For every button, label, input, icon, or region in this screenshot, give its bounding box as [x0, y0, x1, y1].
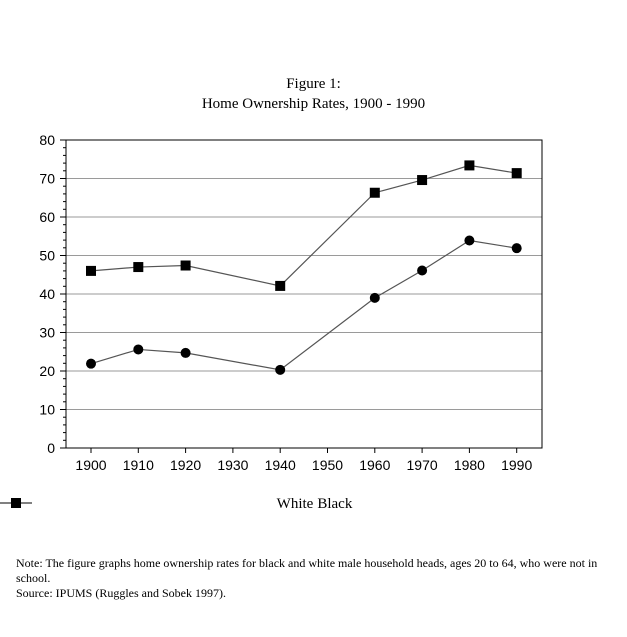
series-line-black: [90, 239, 517, 371]
data-point-black: [369, 292, 380, 303]
data-point-white: [464, 160, 475, 171]
data-point-black: [180, 347, 191, 358]
legend-black-label: Black: [317, 496, 353, 512]
note-text: Note: The figure graphs home ownership r…: [16, 556, 598, 585]
x-tick-label: 1910: [123, 457, 154, 473]
x-tick-label: 1900: [75, 457, 106, 473]
data-point-white: [133, 262, 144, 273]
chart-title: Home Ownership Rates, 1900 - 1990: [201, 96, 426, 112]
y-tick-label: 10: [39, 402, 55, 418]
figure-notes: Note: The figure graphs home ownership r…: [16, 556, 616, 601]
x-tick-label: 1950: [312, 457, 343, 473]
y-tick-label: 30: [39, 325, 55, 341]
x-tick-label: 1990: [501, 457, 532, 473]
y-tick-label: 40: [39, 286, 55, 302]
y-tick-label: 0: [47, 440, 55, 456]
data-point-white: [511, 168, 522, 179]
x-tick-label: 1940: [265, 457, 296, 473]
data-point-black: [86, 358, 96, 369]
data-point-black: [133, 344, 144, 355]
data-point-white: [180, 260, 191, 271]
x-tick-label: 1980: [454, 457, 485, 473]
data-point-black: [417, 265, 428, 276]
y-tick-label: 80: [39, 132, 55, 148]
y-tick-label: 50: [39, 248, 55, 264]
data-point-white: [275, 280, 286, 291]
data-point-white: [369, 187, 380, 198]
x-tick-label: 1960: [359, 457, 390, 473]
x-tick-label: 1970: [407, 457, 438, 473]
series-line-white: [90, 164, 517, 287]
source-text: Source: IPUMS (Ruggles and Sobek 1997).: [16, 586, 226, 600]
plot-border: [65, 139, 543, 449]
legend-black-swatch: [0, 498, 32, 508]
x-tick-label: 1930: [217, 457, 248, 473]
legend: White Black: [0, 496, 627, 513]
data-point-black: [464, 235, 475, 246]
data-point-white: [417, 175, 428, 186]
y-tick-label: 20: [39, 363, 55, 379]
x-tick-label: 1920: [170, 457, 201, 473]
y-tick-label: 70: [39, 171, 55, 187]
y-tick-label: 60: [39, 209, 55, 225]
legend-white-label: White: [276, 496, 314, 512]
data-point-white: [86, 265, 96, 276]
figure-label: Figure 1:: [286, 76, 341, 92]
data-point-black: [275, 364, 286, 375]
data-point-black: [511, 243, 522, 254]
